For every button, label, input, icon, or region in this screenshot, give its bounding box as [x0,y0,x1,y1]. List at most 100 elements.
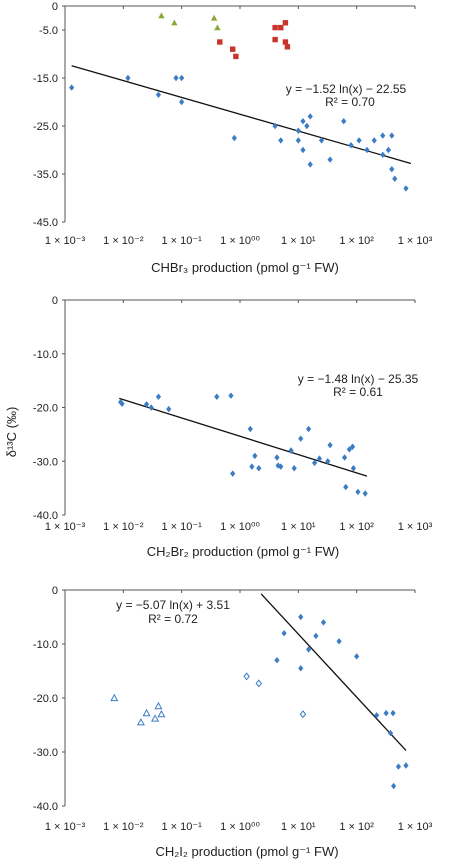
data-point-diamond [380,151,386,158]
data-point-diamond [247,425,253,433]
data-point-diamond [327,156,333,163]
x-tick-label: 1 × 10² [339,521,374,533]
y-tick-label: -30.0 [33,747,58,759]
data-point-diamond [155,91,162,98]
data-point-square [278,24,284,31]
data-point-diamond [298,435,304,442]
x-tick-label: 1 × 10⁻¹ [161,521,202,533]
x-axis-label: CH₂Br₂ production (pmol g⁻¹ FW) [147,544,340,559]
equation-block: y = −1.48 ln(x) − 25.35 R² = 0.61 [298,372,419,399]
y-tick-label: -30.0 [33,456,58,468]
trendline [71,65,412,165]
data-point-diamond [349,443,356,450]
data-point-triangle [210,14,218,21]
x-tick-label: 1 × 10³ [398,235,433,247]
data-point-diamond [325,458,331,465]
x-tick-label: 1 × 10⁰⁰ [220,235,260,247]
y-tick-label: -35.0 [33,169,58,181]
y-tick-label: 0 [52,1,58,13]
data-point-diamond [387,729,394,737]
data-point-triangle [158,12,165,19]
data-point-diamond [392,175,398,182]
data-point-diamond [354,653,360,660]
data-point-square [272,24,278,31]
y-tick-label: -40.0 [33,510,58,522]
data-point-diamond [385,146,392,154]
chart-panel-ch2i2: 0 -10.0 -20.0 -30.0 -40.0 1 × 10⁻³ 1 × 10⁻² 1 ×… [33,585,433,859]
trendline [119,397,368,477]
data-point-diamond [230,470,236,477]
x-tick-label: 1 × 10³ [398,821,433,833]
y-tick-label: 0 [52,295,58,307]
y-tick-label: -10.0 [33,639,58,651]
data-point-square [282,20,289,26]
data-point-diamond [346,446,352,453]
x-tick-label: 1 × 10⁻³ [45,521,86,533]
data-point-open-diamond [255,679,263,688]
data-point-open-triangle [154,701,163,710]
data-point-diamond [300,146,306,154]
data-point-diamond [298,613,304,621]
x-tick-label: 1 × 10⁻¹ [161,235,202,247]
x-axis-label: CHBr₃ production (pmol g⁻¹ FW) [151,260,339,275]
x-tick-label: 1 × 10⁻² [103,235,144,247]
data-point-diamond [343,483,349,491]
r-squared: R² = 0.61 [333,385,383,399]
data-point-diamond [274,454,280,461]
data-point-diamond [252,452,258,460]
data-point-diamond [300,118,306,125]
data-point-diamond [272,122,278,130]
data-point-diamond [179,98,185,106]
y-tick-label: -25.0 [33,121,58,133]
data-point-open-triangle [136,718,145,726]
data-point-diamond [313,632,319,640]
data-point-diamond [355,488,361,496]
data-point-diamond [320,619,327,626]
data-point-diamond [119,400,125,407]
data-point-diamond [281,630,287,637]
plot-area: 0 -10.0 -20.0 -30.0 -40.0 1 × 10⁻³ 1 × 10⁻² 1 ×… [33,585,433,833]
plot-area: 0 -5.0 -15.0 -25.0 -35.0 -45.0 1 × 10⁻³ 1 × 10⁻… [33,1,433,247]
x-tick-label: 1 × 10⁻² [103,521,144,533]
data-point-diamond [125,74,131,82]
data-point-square [272,36,278,43]
data-point-square [217,39,223,45]
data-point-diamond [336,638,342,645]
data-point-diamond [155,393,162,400]
y-tick-label: -40.0 [33,801,58,813]
x-tick-label: 1 × 10⁰⁰ [220,821,260,833]
data-point-diamond [403,762,409,769]
data-point-diamond [295,137,301,144]
data-point-diamond [69,84,75,91]
data-point-diamond [389,132,395,139]
x-tick-label: 1 × 10⁻³ [45,235,86,247]
trendline [260,593,407,751]
data-point-diamond [311,459,318,467]
data-point-diamond [403,185,409,192]
data-point-diamond [304,122,310,130]
data-point-diamond [380,132,386,139]
y-tick-label: -20.0 [33,403,58,415]
data-point-diamond [356,137,362,144]
data-point-diamond [278,137,284,144]
x-tick-label: 1 × 10¹ [281,821,316,833]
regression-equation: y = −1.52 ln(x) − 22.55 [286,82,407,96]
x-tick-label: 1 × 10⁻² [103,821,144,833]
data-point-open-diamond [243,672,250,681]
equation-block: y = −1.52 ln(x) − 22.55 R² = 0.70 [286,82,407,109]
data-point-square [284,44,291,50]
data-point-diamond [371,137,377,144]
data-point-diamond [291,465,297,472]
data-point-diamond [307,113,313,120]
data-point-diamond [362,490,368,497]
data-point-diamond [278,463,284,470]
r-squared: R² = 0.70 [325,95,375,109]
y-tick-label: -45.0 [33,217,58,229]
y-axis-label: δ¹³C (‰) [4,407,19,458]
y-tick-label: -10.0 [33,349,58,361]
y-tick-label: -5.0 [39,25,58,37]
data-point-open-triangle [157,709,166,718]
data-point-open-triangle [151,714,160,722]
data-point-diamond [327,441,333,449]
data-point-diamond [383,709,389,717]
